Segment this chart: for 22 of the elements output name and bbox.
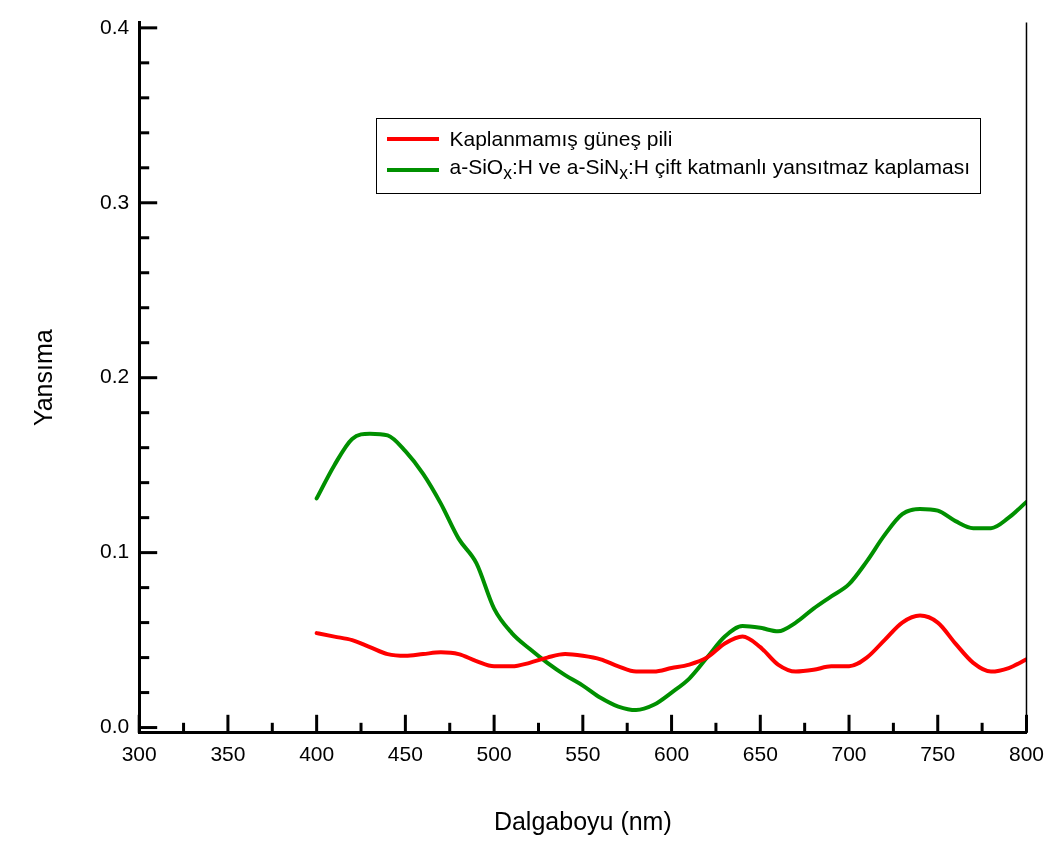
x-tick-label: 600: [654, 742, 690, 766]
line-series: [314, 431, 1027, 713]
y-tick-label: 0.0: [99, 714, 130, 738]
line-series: [314, 613, 1027, 674]
x-tick-label: 550: [565, 742, 601, 766]
y-tick-label: 0.4: [99, 14, 130, 38]
x-tick-label: 500: [476, 742, 512, 766]
y-tick-label: 0.1: [99, 539, 130, 563]
x-tick-label: 750: [920, 742, 956, 766]
legend-label: a-SiO$_{x}$:H ve a-SiN$_{x}$:H çift katmanlı yansıtmaz kaplaması: [449, 153, 970, 185]
y-tick-label: 0.3: [99, 189, 130, 213]
x-tick-label: 400: [299, 742, 335, 766]
y-axis-title: Yansıma: [28, 329, 57, 427]
x-tick-label: 450: [387, 742, 423, 766]
legend-label: Kaplanmamış güneş pili: [449, 125, 673, 152]
x-tick-label: 700: [831, 742, 867, 766]
x-tick-label: 300: [121, 742, 157, 766]
x-tick-label: 650: [742, 742, 778, 766]
x-tick-label: 350: [210, 742, 246, 766]
x-tick-label: 800: [1008, 742, 1044, 766]
x-axis-title: Dalgaboyu (nm): [493, 806, 672, 835]
y-tick-label: 0.2: [99, 364, 130, 388]
